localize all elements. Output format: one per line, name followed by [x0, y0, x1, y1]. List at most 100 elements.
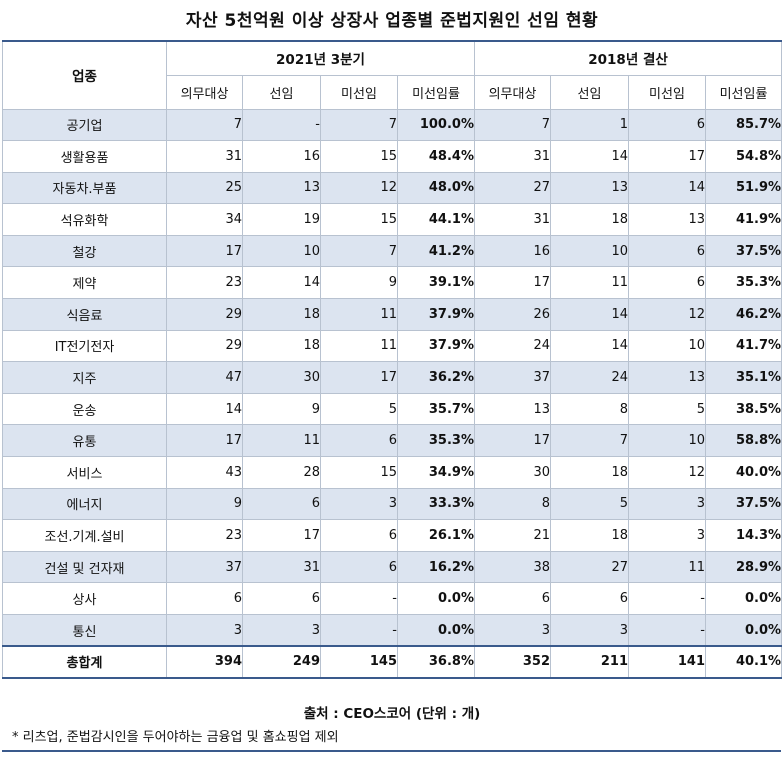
industry-cell: 공기업 [2, 108, 167, 142]
value-cell: 12 [628, 298, 706, 331]
rate-cell: 37.5% [704, 234, 783, 268]
value-cell: 18 [550, 203, 629, 236]
value-cell: 18 [550, 456, 629, 489]
rate-cell: 33.3% [397, 487, 475, 521]
rate-cell: 0.0% [704, 582, 783, 615]
table-row: 통신 3 3 - 0.0% 3 3 - 0.0% [2, 614, 783, 647]
value-cell: 34 [166, 203, 243, 236]
rate-cell: 58.8% [704, 424, 783, 458]
value-cell: 31 [242, 550, 321, 584]
rate-cell: 35.7% [397, 392, 475, 426]
col-header: 의무대상 [166, 74, 243, 110]
value-cell: 9 [166, 487, 243, 521]
total-cell: 40.1% [704, 645, 783, 679]
rate-cell: 48.4% [397, 140, 475, 173]
value-cell: 13 [242, 171, 321, 205]
value-cell: 12 [320, 171, 398, 205]
industry-cell: 건설 및 건자재 [2, 550, 167, 584]
value-cell: 18 [242, 298, 321, 331]
value-cell: 3 [166, 614, 243, 647]
table-row: 지주 47 30 17 36.2% 37 24 13 35.1% [2, 361, 783, 394]
value-cell: 11 [628, 550, 706, 584]
industry-cell: 제약 [2, 266, 167, 300]
value-cell: 3 [242, 614, 321, 647]
value-cell: 14 [550, 140, 629, 173]
value-cell: 6 [320, 519, 398, 552]
industry-cell: 유통 [2, 424, 167, 458]
value-cell: 17 [628, 140, 706, 173]
value-cell: - [320, 614, 398, 647]
value-cell: 27 [550, 550, 629, 584]
value-cell: 6 [474, 582, 551, 615]
value-cell: 23 [166, 266, 243, 300]
rate-cell: 16.2% [397, 550, 475, 584]
rate-cell: 38.5% [704, 392, 783, 426]
value-cell: 7 [320, 108, 398, 142]
col-header: 미선임 [628, 74, 706, 110]
industry-cell: 석유화학 [2, 203, 167, 236]
value-cell: 27 [474, 171, 551, 205]
value-cell: 10 [242, 234, 321, 268]
col-header: 미선임 [320, 74, 398, 110]
industry-cell: 자동차.부품 [2, 171, 167, 205]
rate-cell: 26.1% [397, 519, 475, 552]
value-cell: 31 [166, 140, 243, 173]
value-cell: 6 [242, 582, 321, 615]
value-cell: 7 [320, 234, 398, 268]
value-cell: 9 [242, 392, 321, 426]
total-label: 총합계 [2, 645, 167, 679]
value-cell: 30 [474, 456, 551, 489]
value-cell: 18 [550, 519, 629, 552]
rate-cell: 35.3% [397, 424, 475, 458]
table-row: 건설 및 건자재 37 31 6 16.2% 38 27 11 28.9% [2, 550, 783, 584]
total-cell: 211 [550, 645, 629, 679]
rate-cell: 37.9% [397, 298, 475, 331]
value-cell: 6 [320, 424, 398, 458]
rate-cell: 36.2% [397, 361, 475, 394]
value-cell: 13 [550, 171, 629, 205]
value-cell: 6 [166, 582, 243, 615]
value-cell: 43 [166, 456, 243, 489]
rate-cell: 35.1% [704, 361, 783, 394]
table-row: 제약 23 14 9 39.1% 17 11 6 35.3% [2, 266, 783, 300]
rate-cell: 0.0% [704, 614, 783, 647]
industry-cell: 생활용품 [2, 140, 167, 173]
table-row: 공기업 7 - 7 100.0% 7 1 6 85.7% [2, 108, 783, 142]
value-cell: 14 [550, 329, 629, 363]
value-cell: 13 [474, 392, 551, 426]
value-cell: 23 [166, 519, 243, 552]
value-cell: 17 [474, 424, 551, 458]
value-cell: 19 [242, 203, 321, 236]
value-cell: 3 [474, 614, 551, 647]
table-row: 에너지 9 6 3 33.3% 8 5 3 37.5% [2, 487, 783, 521]
value-cell: 13 [628, 203, 706, 236]
industry-cell: 통신 [2, 614, 167, 647]
period-2021-header: 2021년 3분기 [166, 40, 475, 76]
value-cell: 17 [320, 361, 398, 394]
value-cell: 15 [320, 140, 398, 173]
table-row: 자동차.부품 25 13 12 48.0% 27 13 14 51.9% [2, 171, 783, 205]
industry-cell: 지주 [2, 361, 167, 394]
value-cell: 10 [628, 329, 706, 363]
value-cell: 12 [628, 456, 706, 489]
industry-cell: 서비스 [2, 456, 167, 489]
value-cell: 29 [166, 298, 243, 331]
data-table: 업종 2021년 3분기 2018년 결산 의무대상 선임 미선임 미선임률 의… [2, 40, 783, 679]
value-cell: 7 [550, 424, 629, 458]
total-cell: 249 [242, 645, 321, 679]
value-cell: - [242, 108, 321, 142]
industry-cell: 식음료 [2, 298, 167, 331]
value-cell: 3 [320, 487, 398, 521]
value-cell: - [628, 614, 706, 647]
period-2018-header: 2018년 결산 [473, 40, 783, 76]
table-title: 자산 5천억원 이상 상장사 업종별 준법지원인 선임 현황 [185, 11, 599, 31]
table-row: IT전기전자 29 18 11 37.9% 24 14 10 41.7% [2, 329, 783, 363]
value-cell: 37 [474, 361, 551, 394]
value-cell: 3 [628, 519, 706, 552]
value-cell: 6 [628, 108, 706, 142]
value-cell: 7 [166, 108, 243, 142]
value-cell: 31 [474, 203, 551, 236]
value-cell: 16 [242, 140, 321, 173]
value-cell: 9 [320, 266, 398, 300]
rate-cell: 41.7% [704, 329, 783, 363]
